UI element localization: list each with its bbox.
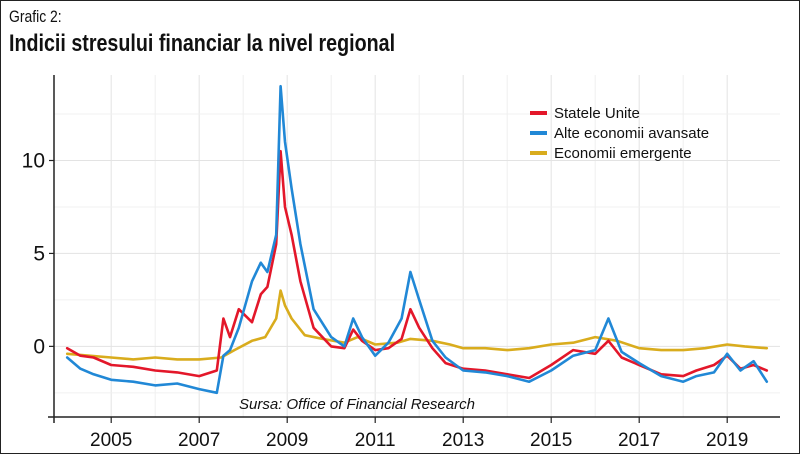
legend: Statele Unite Alte economii avansate Econo… xyxy=(530,105,709,162)
legend-label-0: Statele Unite xyxy=(554,105,640,122)
series-group xyxy=(65,84,769,395)
legend-label-1: Alte economii avansate xyxy=(554,125,709,142)
x-tick-label: 2015 xyxy=(530,430,572,451)
x-tick-label: 2005 xyxy=(90,430,132,451)
y-tick-labels: 0 5 10 xyxy=(22,150,54,358)
x-tick-label: 2007 xyxy=(178,430,220,451)
x-tick-label: 2019 xyxy=(706,430,748,451)
x-tick-label: 2011 xyxy=(355,430,396,451)
legend-label-2: Economii emergente xyxy=(554,145,692,162)
x-tick-label: 2009 xyxy=(266,430,308,451)
chart-title: Indicii stresului financiar la nivel reg… xyxy=(9,30,396,57)
source-note: Sursa: Office of Financial Research xyxy=(239,396,475,413)
series-line-2 xyxy=(65,289,769,361)
x-tick-label: 2017 xyxy=(618,430,660,451)
y-tick-label: 10 xyxy=(22,150,45,173)
series-line-1 xyxy=(65,84,769,395)
grid xyxy=(48,75,780,423)
figure-label: Grafic 2: xyxy=(9,7,62,26)
y-tick-label: 5 xyxy=(33,242,45,265)
x-tick-labels: 2005 2007 2009 2011 2013 2015 2017 2019 xyxy=(90,417,748,451)
y-tick-label: 0 xyxy=(33,335,45,358)
x-tick-label: 2013 xyxy=(442,430,484,451)
